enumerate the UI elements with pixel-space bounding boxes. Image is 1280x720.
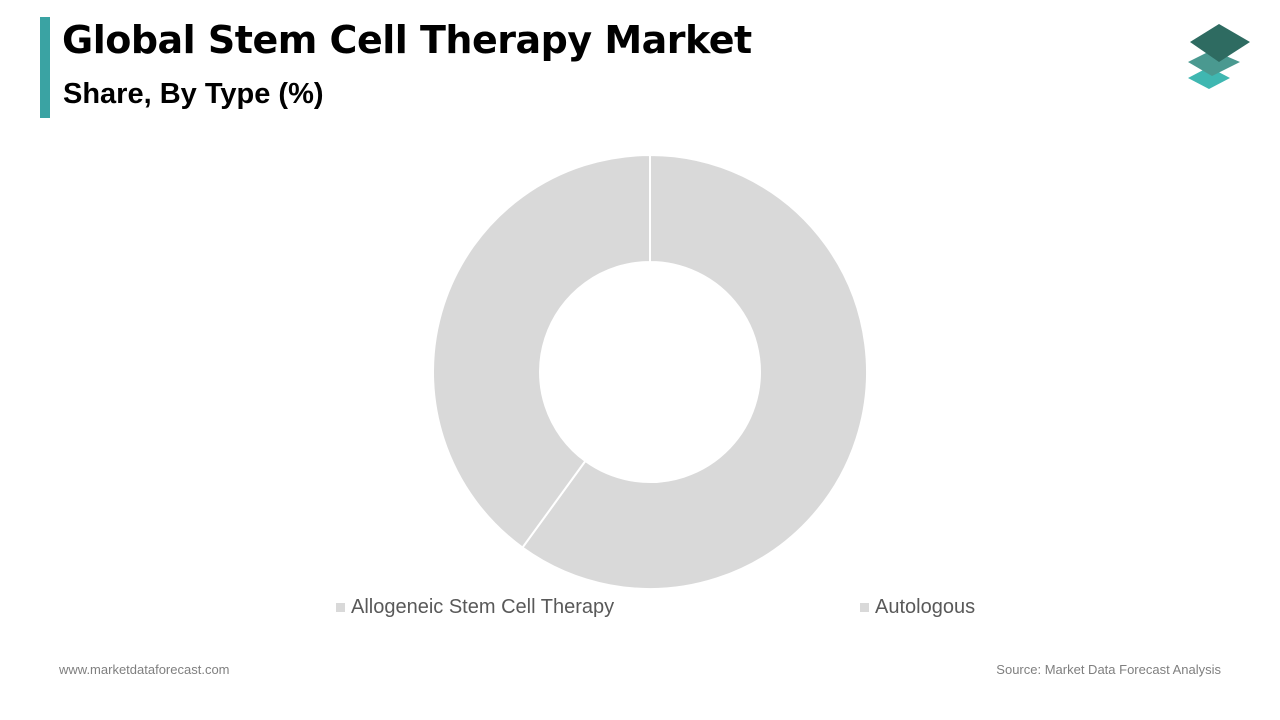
legend-item-allogeneic: Allogeneic Stem Cell Therapy bbox=[336, 596, 614, 619]
donut-slice-autologous bbox=[432, 153, 651, 549]
chart-title: Global Stem Cell Therapy Market bbox=[62, 18, 752, 62]
title-accent-bar bbox=[40, 17, 50, 118]
legend-swatch bbox=[860, 603, 869, 612]
donut-slice-allogeneic-stem-cell-therapy bbox=[521, 153, 868, 590]
footer-website: www.marketdataforecast.com bbox=[59, 662, 230, 677]
legend-swatch bbox=[336, 603, 345, 612]
legend-item-autologous: Autologous bbox=[860, 596, 975, 619]
chart-subtitle: Share, By Type (%) bbox=[63, 78, 324, 110]
logo-layer-bottom bbox=[1188, 67, 1230, 89]
logo-layer-top bbox=[1190, 24, 1250, 62]
stacked-layers-icon bbox=[1188, 24, 1250, 89]
legend-label: Allogeneic Stem Cell Therapy bbox=[351, 596, 615, 618]
footer-source: Source: Market Data Forecast Analysis bbox=[996, 662, 1221, 677]
legend-label: Autologous bbox=[875, 596, 976, 618]
